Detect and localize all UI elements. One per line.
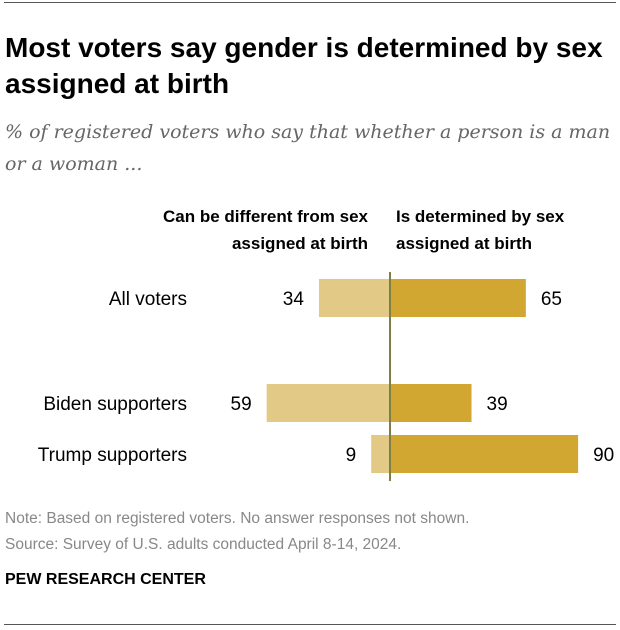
chart-note: Note: Based on registered voters. No ans…: [5, 510, 470, 527]
data-label-right: 39: [487, 394, 508, 415]
bar-right: [390, 435, 579, 473]
data-label-left: 9: [346, 445, 357, 466]
bar-right: [390, 384, 472, 422]
bottom-rule: [4, 624, 616, 625]
data-label-left: 59: [231, 394, 252, 415]
chart-title: Most voters say gender is determined by …: [5, 32, 603, 99]
chart-subtitle: % of registered voters who say that whet…: [5, 121, 611, 175]
bar-left: [266, 384, 390, 422]
bar-left: [318, 279, 390, 317]
legend-left-header: Can be different from sex assigned at bi…: [163, 207, 368, 253]
pew-logo: PEW RESEARCH CENTER: [5, 571, 206, 588]
category-label: Trump supporters: [38, 445, 187, 466]
chart-source: Source: Survey of U.S. adults conducted …: [5, 536, 402, 553]
category-label: Biden supporters: [43, 394, 187, 415]
legend-right-header: Is determined by sex assigned at birth: [396, 207, 565, 253]
bar-left: [371, 435, 390, 473]
data-label-left: 34: [283, 289, 305, 310]
top-rule: [4, 2, 616, 3]
data-label-right: 65: [541, 289, 562, 310]
data-label-right: 90: [593, 445, 614, 466]
category-label: All voters: [109, 289, 187, 310]
bar-right: [390, 279, 526, 317]
